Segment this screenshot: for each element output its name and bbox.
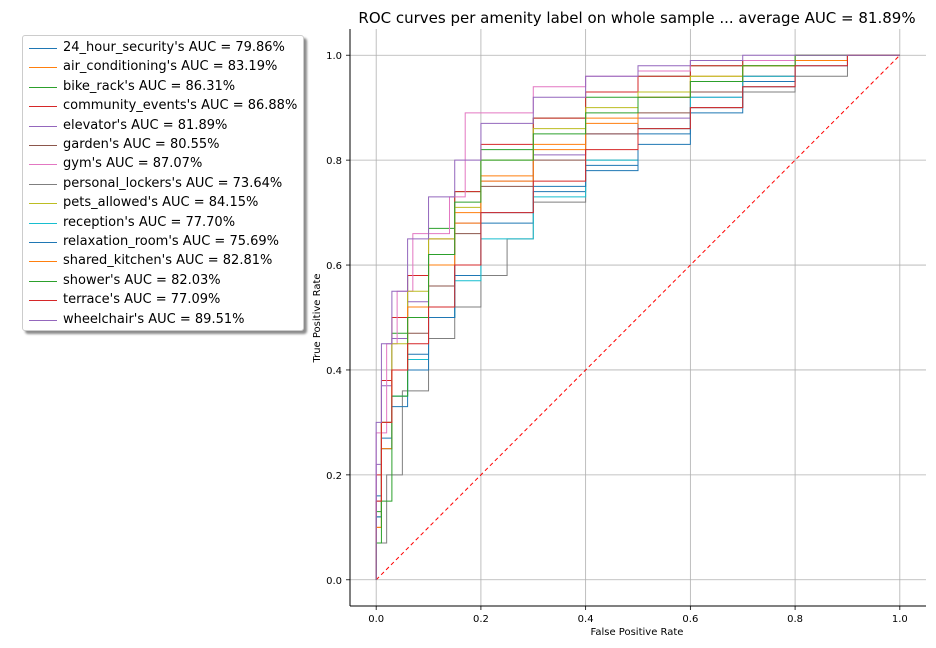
legend-label: shower's AUC = 82.03% xyxy=(63,272,221,288)
x-tick-label: 0.8 xyxy=(787,614,803,625)
diagonal-reference-line xyxy=(375,54,901,581)
y-tick-label: 1.0 xyxy=(326,51,342,62)
legend-swatch xyxy=(29,261,57,263)
legend-item: 24_hour_security's AUC = 79.86% xyxy=(23,39,303,58)
legend-label: gym's AUC = 87.07% xyxy=(63,156,203,172)
legend-swatch xyxy=(29,86,57,88)
legend-item: community_events's AUC = 86.88% xyxy=(23,97,303,116)
y-tick-label: 0.0 xyxy=(326,576,342,587)
legend-label: terrace's AUC = 77.09% xyxy=(63,292,221,308)
legend-label: community_events's AUC = 86.88% xyxy=(63,98,298,114)
legend-item: shower's AUC = 82.03% xyxy=(23,272,303,291)
legend-label: garden's AUC = 80.55% xyxy=(63,137,220,152)
axes xyxy=(349,29,926,607)
legend-label: personal_lockers's AUC = 73.64% xyxy=(63,175,283,191)
x-tick-label: 0.2 xyxy=(473,614,489,625)
y-tick-label: 0.2 xyxy=(326,471,342,482)
legend-swatch xyxy=(29,125,57,127)
legend-swatch xyxy=(29,67,57,69)
legend-swatch xyxy=(29,48,57,49)
legend-label: shared_kitchen's AUC = 82.81% xyxy=(63,253,273,269)
roc-curve-12 xyxy=(375,54,900,580)
legend-swatch xyxy=(29,203,57,205)
legend-label: reception's AUC = 77.70% xyxy=(63,214,236,230)
series-group xyxy=(375,54,900,580)
y-axis-label: True Positive Rate xyxy=(312,273,323,363)
legend-item: pets_allowed's AUC = 84.15% xyxy=(23,194,303,213)
legend-label: bike_rack's AUC = 86.31% xyxy=(63,78,236,94)
legend-item: relaxation_room's AUC = 75.69% xyxy=(23,233,303,252)
legend-item: air_conditioning's AUC = 83.19% xyxy=(23,58,303,77)
x-axis-label: False Positive Rate xyxy=(591,627,684,638)
legend: 24_hour_security's AUC = 79.86% air_condi… xyxy=(22,35,304,331)
legend-item: bike_rack's AUC = 86.31% xyxy=(23,78,303,97)
legend-swatch xyxy=(29,242,57,243)
legend-item: elevator's AUC = 81.89% xyxy=(23,117,303,136)
x-tick-label: 1.0 xyxy=(892,614,908,625)
legend-item: terrace's AUC = 77.09% xyxy=(23,291,303,310)
legend-swatch xyxy=(29,300,57,302)
legend-swatch xyxy=(29,319,57,321)
y-tick-label: 0.6 xyxy=(326,261,342,272)
legend-swatch xyxy=(29,145,57,146)
legend-swatch xyxy=(29,106,57,108)
legend-item: garden's AUC = 80.55% xyxy=(23,136,303,155)
legend-label: relaxation_room's AUC = 75.69% xyxy=(63,234,280,249)
x-tick-label: 0.4 xyxy=(578,614,594,625)
legend-swatch xyxy=(29,183,57,185)
ticks: 0.0 0.2 0.4 0.6 0.8 1.0 0.0 0.2 0.4 0.6 0.8 1.0 xyxy=(326,51,908,625)
legend-label: air_conditioning's AUC = 83.19% xyxy=(63,59,278,75)
roc-curve-13 xyxy=(375,54,900,580)
legend-label: elevator's AUC = 81.89% xyxy=(63,117,228,133)
legend-item: wheelchair's AUC = 89.51% xyxy=(23,311,303,330)
legend-label: wheelchair's AUC = 89.51% xyxy=(63,311,245,327)
legend-swatch xyxy=(29,164,57,166)
roc-curve-14 xyxy=(375,54,900,580)
legend-item: shared_kitchen's AUC = 82.81% xyxy=(23,252,303,271)
legend-swatch xyxy=(29,280,57,282)
y-tick-label: 0.8 xyxy=(326,156,342,167)
legend-item: personal_lockers's AUC = 73.64% xyxy=(23,175,303,194)
legend-item: reception's AUC = 77.70% xyxy=(23,214,303,233)
y-tick-label: 0.4 xyxy=(326,366,342,377)
x-tick-label: 0.6 xyxy=(682,614,698,625)
legend-swatch xyxy=(29,222,57,224)
legend-item: gym's AUC = 87.07% xyxy=(23,155,303,174)
chart-title: ROC curves per amenity label on whole sa… xyxy=(358,9,915,27)
legend-label: 24_hour_security's AUC = 79.86% xyxy=(63,40,285,55)
x-tick-label: 0.0 xyxy=(368,614,384,625)
legend-label: pets_allowed's AUC = 84.15% xyxy=(63,195,259,211)
